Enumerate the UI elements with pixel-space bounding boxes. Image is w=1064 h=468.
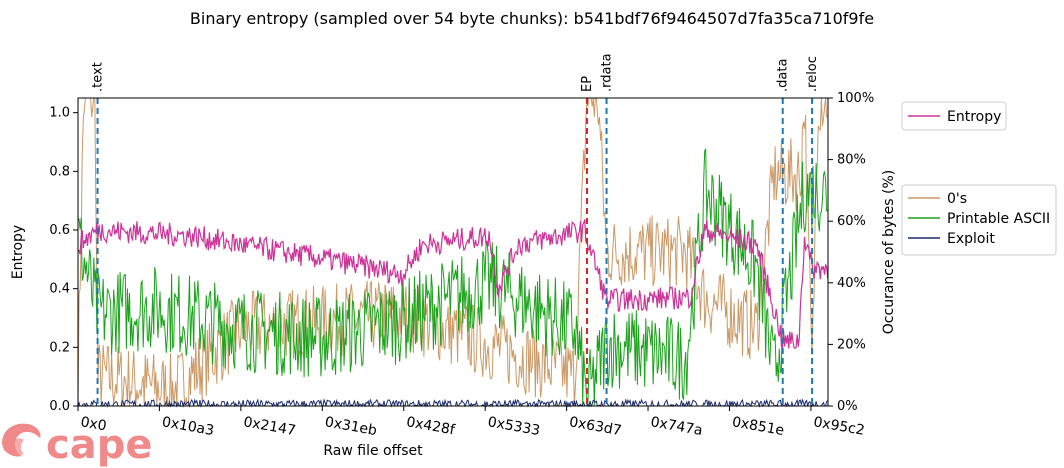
y-right-axis-label: Occurance of bytes (%) bbox=[881, 170, 897, 334]
y-right-tick-label: 60% bbox=[837, 214, 866, 229]
y-left-axis-label: Entropy bbox=[10, 225, 26, 279]
chart-title: Binary entropy (sampled over 54 byte chu… bbox=[190, 9, 874, 28]
legend-bytes-box bbox=[901, 184, 1057, 256]
y-right-tick-label: 40% bbox=[837, 276, 866, 291]
x-tick-label: 0x95c2 bbox=[812, 414, 866, 439]
y-right-tick-label: 20% bbox=[837, 337, 866, 352]
section-marker-label: .reloc bbox=[805, 56, 820, 92]
y-right-tick-label: 100% bbox=[837, 91, 874, 106]
x-tick-label: 0x747a bbox=[649, 414, 703, 439]
series-printable-ascii-line bbox=[77, 148, 828, 407]
series-entropy-line bbox=[77, 219, 829, 350]
plot-frame bbox=[77, 97, 829, 407]
y-left-tick-label: 0.4 bbox=[49, 282, 70, 297]
x-axis-label: Raw file offset bbox=[323, 443, 423, 459]
section-marker-label: .text bbox=[91, 62, 106, 92]
series-zeros-line bbox=[77, 97, 828, 407]
legend-bytes-label: 0's bbox=[947, 191, 967, 207]
y-left-tick-label: 0.2 bbox=[49, 340, 70, 355]
legend-bytes-label: Exploit bbox=[947, 231, 995, 247]
cape-logo: cape bbox=[2, 422, 152, 468]
x-tick-label: 0x851e bbox=[731, 414, 786, 439]
x-tick-label: 0x428f bbox=[405, 414, 457, 438]
legend-bytes-label: Printable ASCII bbox=[947, 211, 1050, 227]
y-left-tick-label: 0.0 bbox=[49, 399, 70, 414]
y-left-tick-label: 1.0 bbox=[49, 106, 70, 121]
y-right-tick-label: 80% bbox=[837, 153, 866, 168]
x-tick-label: 0x2147 bbox=[242, 414, 297, 439]
cape-logo-text: cape bbox=[46, 422, 152, 468]
x-tick-label: 0x63d7 bbox=[568, 414, 623, 439]
x-tick-label: 0x0 bbox=[79, 414, 107, 434]
x-tick-label: 0x31eb bbox=[324, 414, 379, 439]
section-marker-label: EP bbox=[580, 76, 595, 92]
section-marker-label: .rdata bbox=[600, 53, 615, 92]
cape-logo-mark bbox=[2, 423, 41, 457]
x-tick-label: 0x5333 bbox=[486, 414, 541, 439]
section-marker-label: .data bbox=[776, 59, 791, 92]
y-right-tick-label: 0% bbox=[837, 399, 858, 414]
legend-entropy-box bbox=[901, 101, 1007, 131]
series-exploit-line bbox=[77, 398, 829, 408]
y-left-tick-label: 0.6 bbox=[49, 223, 70, 238]
y-left-tick-label: 0.8 bbox=[49, 164, 70, 179]
legend-entropy-label: Entropy bbox=[947, 109, 1001, 125]
